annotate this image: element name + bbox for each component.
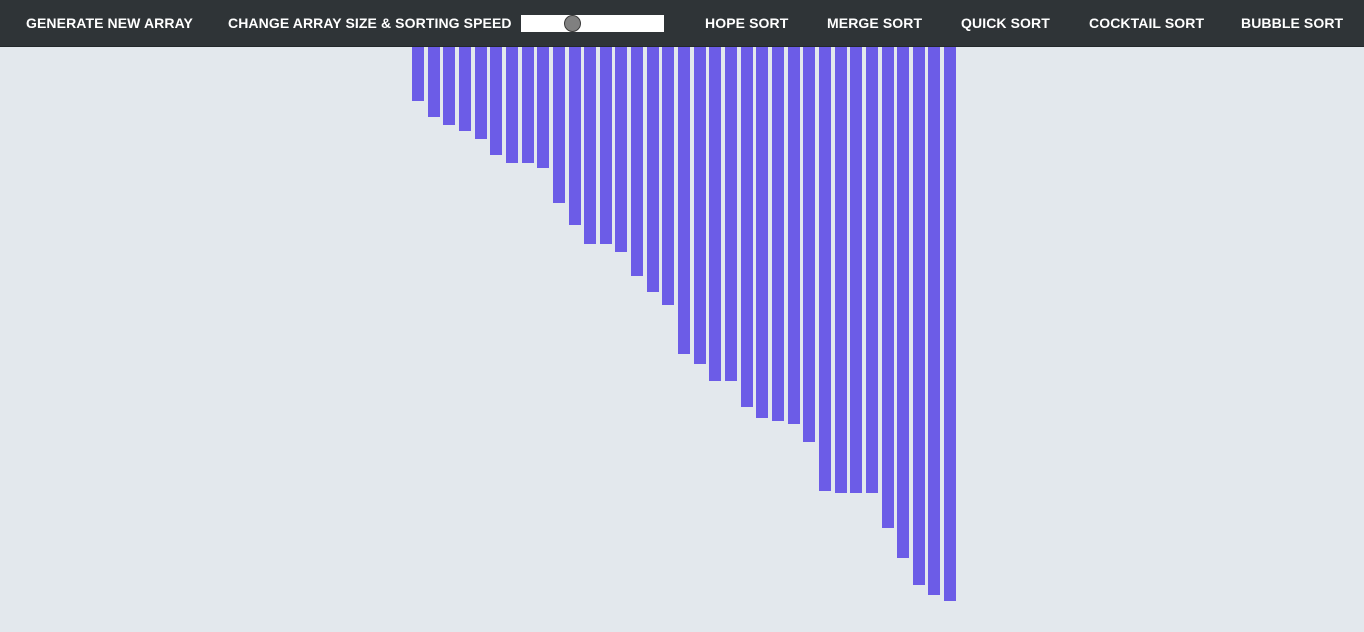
- quick-sort-button[interactable]: QUICK SORT: [961, 15, 1050, 31]
- array-bar: [928, 47, 940, 595]
- array-size-speed-slider[interactable]: [521, 15, 664, 32]
- array-bar: [569, 47, 581, 225]
- array-bar: [725, 47, 737, 381]
- array-bar: [662, 47, 674, 305]
- array-bar: [537, 47, 549, 168]
- array-bar: [647, 47, 659, 292]
- array-bar: [882, 47, 894, 528]
- array-bar: [475, 47, 487, 139]
- array-bar: [741, 47, 753, 407]
- array-bar: [522, 47, 534, 163]
- array-bar: [428, 47, 440, 117]
- array-bar: [803, 47, 815, 442]
- change-array-size-label: CHANGE ARRAY SIZE & SORTING SPEED: [228, 15, 512, 31]
- array-bar: [944, 47, 956, 601]
- array-bar: [850, 47, 862, 493]
- array-bar: [835, 47, 847, 493]
- top-navbar: GENERATE NEW ARRAY CHANGE ARRAY SIZE & S…: [0, 0, 1364, 47]
- array-bar: [615, 47, 627, 252]
- array-bar: [709, 47, 721, 381]
- merge-sort-button[interactable]: MERGE SORT: [827, 15, 923, 31]
- cocktail-sort-button[interactable]: COCKTAIL SORT: [1089, 15, 1205, 31]
- array-bar: [756, 47, 768, 418]
- array-bar: [897, 47, 909, 558]
- array-bar: [459, 47, 471, 131]
- array-bar: [678, 47, 690, 354]
- array-bar: [788, 47, 800, 424]
- array-bar: [490, 47, 502, 155]
- hope-sort-button[interactable]: HOPE SORT: [705, 15, 789, 31]
- array-bar: [412, 47, 424, 101]
- generate-new-array-button[interactable]: GENERATE NEW ARRAY: [26, 15, 193, 31]
- array-bar: [772, 47, 784, 421]
- array-bar: [866, 47, 878, 493]
- array-bar: [584, 47, 596, 244]
- array-bar: [694, 47, 706, 364]
- array-bar: [913, 47, 925, 585]
- array-bar: [631, 47, 643, 276]
- array-bar: [819, 47, 831, 491]
- array-bar: [600, 47, 612, 244]
- bubble-sort-button[interactable]: BUBBLE SORT: [1241, 15, 1344, 31]
- array-bar: [553, 47, 565, 203]
- slider-thumb[interactable]: [564, 15, 581, 32]
- array-bars-container: [0, 47, 1364, 632]
- array-bar: [506, 47, 518, 163]
- array-bar: [443, 47, 455, 125]
